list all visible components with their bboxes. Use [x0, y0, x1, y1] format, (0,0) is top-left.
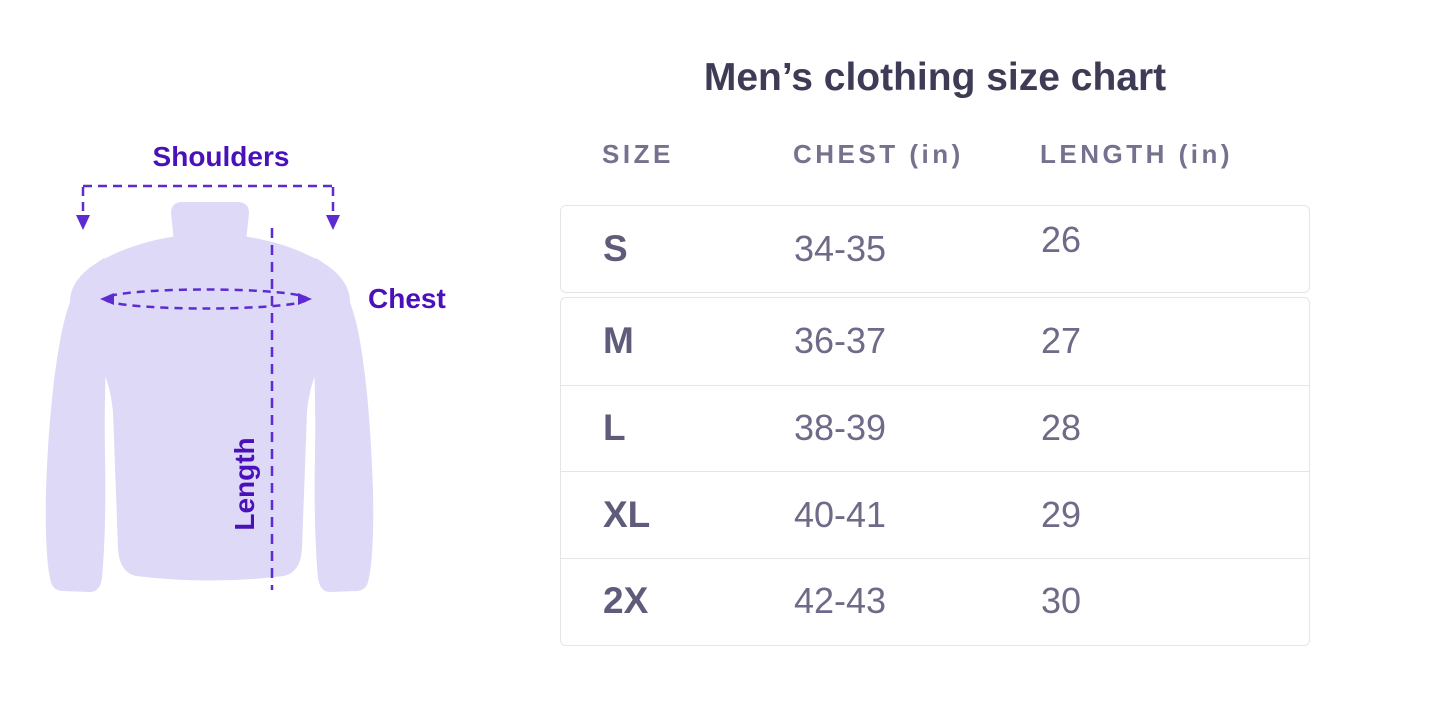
table-row: XL 40-41 29	[561, 471, 1309, 558]
shirt-silhouette	[45, 202, 374, 592]
length-cell: 30	[1041, 580, 1082, 622]
size-cell: XL	[603, 493, 651, 535]
length-cell: 28	[1041, 407, 1082, 449]
table-row: 2X 42-43 30	[561, 557, 1309, 645]
size-cell: L	[603, 407, 626, 449]
arrow-right-icon	[298, 293, 312, 305]
size-cell: 2X	[603, 580, 649, 622]
table-header: SIZE CHEST (in) LENGTH (in)	[560, 136, 1310, 172]
shirt-collar	[171, 202, 249, 246]
shoulders-measure-line	[81, 184, 335, 215]
length-cell: 29	[1041, 493, 1082, 535]
column-header-length: LENGTH (in)	[1040, 138, 1234, 169]
size-cell: M	[603, 320, 634, 362]
chest-label: Chest	[368, 283, 446, 314]
table-row: M 36-37 27	[561, 298, 1309, 385]
arrow-down-left-icon	[76, 215, 90, 230]
arrow-down-right-icon	[326, 215, 340, 230]
length-cell: 27	[1041, 320, 1082, 362]
page-title: Men’s clothing size chart	[703, 56, 1167, 99]
size-cell: S	[603, 228, 628, 269]
table-row: S 34-35 26	[560, 205, 1310, 293]
table-row: L 38-39 28	[561, 384, 1309, 472]
chest-cell: 42-43	[794, 580, 887, 622]
shirt-measurement-diagram: Shoulders Chest Length	[0, 0, 480, 725]
shoulders-label: Shoulders	[152, 141, 290, 172]
length-cell: 26	[1041, 219, 1082, 260]
column-header-chest: CHEST (in)	[793, 138, 964, 169]
chest-cell: 36-37	[794, 320, 887, 362]
measurement-arrowheads	[76, 215, 340, 305]
arrow-left-icon	[100, 293, 114, 305]
table-body: M 36-37 27 L 38-39 28 XL 40-41 29 2X 42-…	[560, 297, 1310, 646]
chest-cell: 34-35	[794, 228, 887, 269]
chest-cell: 40-41	[794, 493, 887, 535]
length-label: Length	[229, 437, 260, 531]
shirt-illustration	[45, 184, 374, 592]
column-header-size: SIZE	[602, 138, 674, 169]
shirt-torso	[70, 234, 350, 581]
chest-cell: 38-39	[794, 407, 887, 449]
